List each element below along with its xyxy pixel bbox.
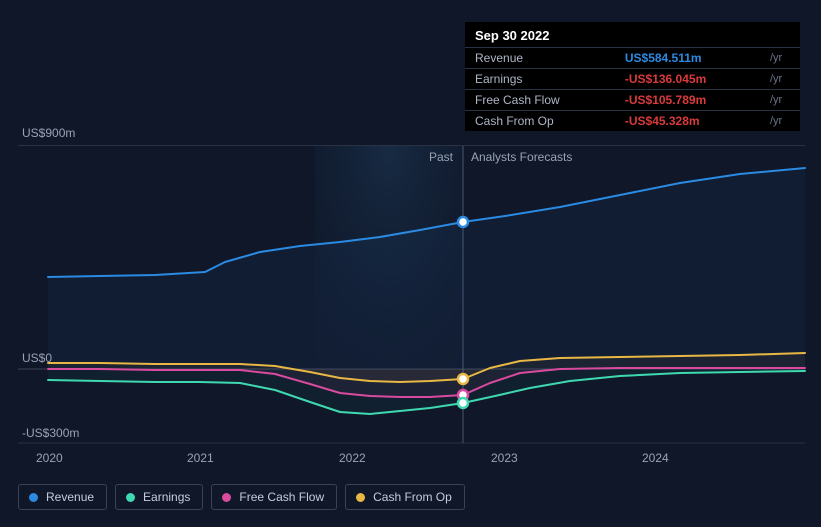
tooltip-row-suffix: /yr xyxy=(760,90,800,111)
tooltip-row: Earnings-US$136.045m/yr xyxy=(465,69,800,90)
tooltip-row-value: -US$136.045m xyxy=(615,69,760,90)
tooltip-row-suffix: /yr xyxy=(760,69,800,90)
x-axis-label: 2023 xyxy=(491,451,518,465)
tooltip-row-suffix: /yr xyxy=(760,48,800,69)
y-axis-label: -US$300m xyxy=(22,426,79,440)
forecast-label: Analysts Forecasts xyxy=(471,150,572,164)
legend-dot-icon xyxy=(126,493,135,502)
tooltip-table: RevenueUS$584.511m/yrEarnings-US$136.045… xyxy=(465,47,800,131)
legend-label: Cash From Op xyxy=(373,490,452,504)
tooltip-row-label: Earnings xyxy=(465,69,615,90)
x-axis-label: 2024 xyxy=(642,451,669,465)
legend-dot-icon xyxy=(29,493,38,502)
past-label: Past xyxy=(429,150,453,164)
legend-label: Revenue xyxy=(46,490,94,504)
plot-top-line xyxy=(18,145,805,146)
legend-label: Earnings xyxy=(143,490,190,504)
tooltip-row-suffix: /yr xyxy=(760,111,800,132)
legend-label: Free Cash Flow xyxy=(239,490,324,504)
tooltip-row-value: -US$45.328m xyxy=(615,111,760,132)
y-axis-label: US$0 xyxy=(22,351,52,365)
tooltip-row-label: Revenue xyxy=(465,48,615,69)
tooltip-row-label: Cash From Op xyxy=(465,111,615,132)
tooltip-row: Free Cash Flow-US$105.789m/yr xyxy=(465,90,800,111)
legend-item-fcf[interactable]: Free Cash Flow xyxy=(211,484,337,510)
legend-dot-icon xyxy=(222,493,231,502)
tooltip-row: Cash From Op-US$45.328m/yr xyxy=(465,111,800,132)
chart-tooltip: Sep 30 2022 RevenueUS$584.511m/yrEarning… xyxy=(465,22,800,131)
legend-item-cfo[interactable]: Cash From Op xyxy=(345,484,465,510)
tooltip-row: RevenueUS$584.511m/yr xyxy=(465,48,800,69)
financials-chart: US$900m US$0 -US$300m 2020 2021 2022 2023 2024… xyxy=(0,0,821,524)
tooltip-row-label: Free Cash Flow xyxy=(465,90,615,111)
x-axis-label: 2022 xyxy=(339,451,366,465)
legend-dot-icon xyxy=(356,493,365,502)
legend-item-earnings[interactable]: Earnings xyxy=(115,484,203,510)
tooltip-row-value: US$584.511m xyxy=(615,48,760,69)
tooltip-title: Sep 30 2022 xyxy=(465,22,800,47)
chart-legend: Revenue Earnings Free Cash Flow Cash From O… xyxy=(18,484,465,510)
x-axis-label: 2020 xyxy=(36,451,63,465)
legend-item-revenue[interactable]: Revenue xyxy=(18,484,107,510)
x-axis-label: 2021 xyxy=(187,451,214,465)
tooltip-row-value: -US$105.789m xyxy=(615,90,760,111)
y-axis-label: US$900m xyxy=(22,126,75,140)
